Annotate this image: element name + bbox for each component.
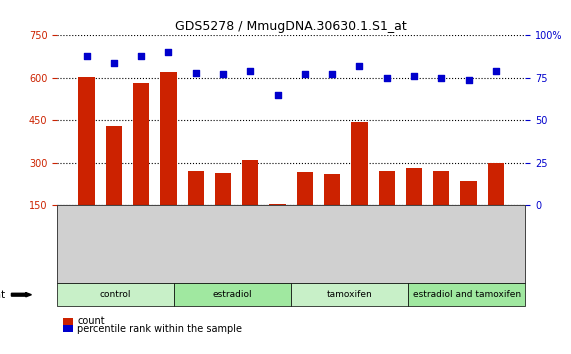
Bar xyxy=(187,171,204,248)
Title: GDS5278 / MmugDNA.30630.1.S1_at: GDS5278 / MmugDNA.30630.1.S1_at xyxy=(175,20,407,33)
Bar xyxy=(133,83,150,248)
Bar xyxy=(215,173,231,248)
Text: control: control xyxy=(100,290,131,299)
Bar xyxy=(433,171,449,248)
Text: tamoxifen: tamoxifen xyxy=(327,290,373,299)
Point xyxy=(164,50,173,55)
Bar xyxy=(488,163,504,248)
Point xyxy=(82,53,91,59)
Bar xyxy=(324,173,340,248)
Point xyxy=(437,75,446,81)
Bar xyxy=(297,172,313,248)
Bar xyxy=(78,77,95,248)
Point xyxy=(109,60,118,65)
Point xyxy=(136,53,146,59)
Text: agent: agent xyxy=(0,290,6,300)
Point xyxy=(300,72,309,77)
Bar xyxy=(406,168,422,248)
Bar xyxy=(106,126,122,248)
Bar xyxy=(160,72,176,248)
Point xyxy=(246,68,255,74)
Point xyxy=(464,77,473,82)
Text: estradiol: estradiol xyxy=(213,290,252,299)
Text: count: count xyxy=(77,316,104,326)
Point xyxy=(191,70,200,76)
Point xyxy=(355,63,364,69)
Bar xyxy=(460,181,477,248)
Point xyxy=(328,72,337,77)
Point xyxy=(382,75,391,81)
Point xyxy=(409,73,419,79)
Text: percentile rank within the sample: percentile rank within the sample xyxy=(77,324,242,333)
Text: estradiol and tamoxifen: estradiol and tamoxifen xyxy=(413,290,521,299)
Bar xyxy=(379,171,395,248)
Point xyxy=(491,68,500,74)
Bar xyxy=(242,160,259,248)
Bar xyxy=(270,204,286,248)
Point xyxy=(273,92,282,98)
Bar xyxy=(351,122,368,248)
Point xyxy=(219,72,228,77)
